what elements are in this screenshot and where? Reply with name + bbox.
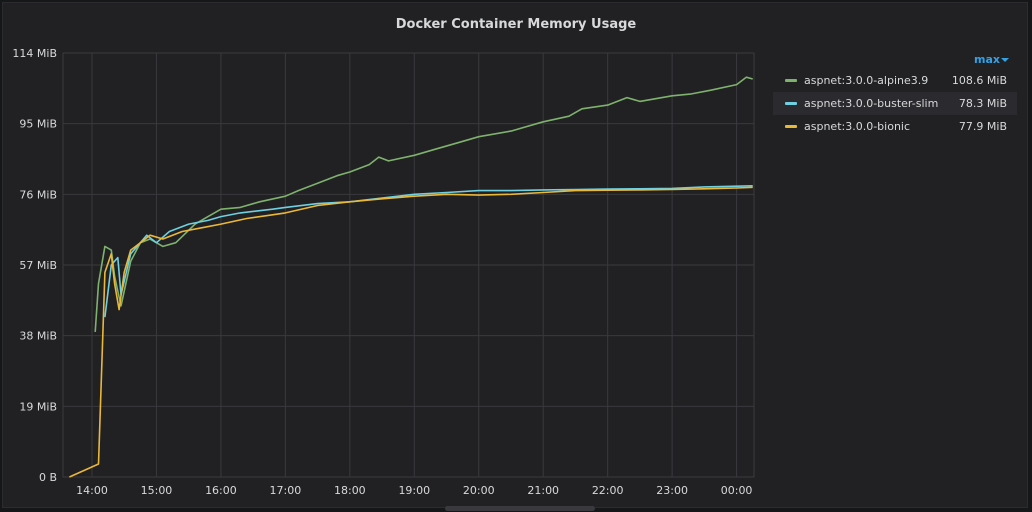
- series-lines: [69, 76, 753, 478]
- series-line-2: [69, 186, 753, 478]
- x-tick-label: 18:00: [334, 484, 366, 497]
- legend-item-buster-slim[interactable]: aspnet:3.0.0-buster-slim 78.3 MiB: [773, 92, 1017, 115]
- y-tick-label: 95 MiB: [19, 118, 57, 131]
- x-tick-label: 16:00: [205, 484, 237, 497]
- legend-swatch[interactable]: [785, 125, 797, 128]
- x-tick-label: 00:00: [721, 484, 753, 497]
- chart-area: 0 B 19 MiB 38 MiB 57 MiB 76 MiB 95 MiB 114 MiB…: [12, 47, 755, 497]
- series-line-1: [104, 185, 753, 318]
- legend-item-value: 108.6 MiB: [951, 74, 1007, 87]
- legend-item-value: 78.3 MiB: [958, 97, 1007, 110]
- y-axis: 0 B 19 MiB 38 MiB 57 MiB 76 MiB 95 MiB 114 MiB: [12, 47, 57, 484]
- legend-item-name[interactable]: aspnet:3.0.0-buster-slim: [804, 97, 939, 110]
- y-tick-label: 57 MiB: [19, 259, 57, 272]
- legend-sort-max[interactable]: max: [773, 53, 1017, 69]
- legend: max aspnet:3.0.0-alpine3.9 108.6 MiB asp…: [773, 53, 1017, 138]
- x-axis: 14:00 15:00 16:00 17:00 18:00 19:00 20:00 21:00…: [76, 484, 752, 497]
- legend-item-alpine[interactable]: aspnet:3.0.0-alpine3.9 108.6 MiB: [773, 69, 1017, 92]
- x-tick-label: 22:00: [592, 484, 624, 497]
- x-tick-label: 14:00: [76, 484, 108, 497]
- x-tick-label: 15:00: [141, 484, 173, 497]
- legend-swatch[interactable]: [785, 79, 797, 82]
- x-tick-label: 17:00: [270, 484, 302, 497]
- y-tick-label: 76 MiB: [19, 188, 57, 201]
- x-tick-label: 20:00: [463, 484, 495, 497]
- legend-header-label[interactable]: max: [974, 53, 1000, 66]
- x-tick-label: 21:00: [527, 484, 559, 497]
- y-tick-label: 38 MiB: [19, 330, 57, 343]
- legend-item-bionic[interactable]: aspnet:3.0.0-bionic 77.9 MiB: [773, 115, 1017, 138]
- legend-item-name[interactable]: aspnet:3.0.0-alpine3.9: [804, 74, 929, 87]
- caret-down-icon[interactable]: [1001, 57, 1009, 63]
- grid: [62, 52, 755, 478]
- x-tick-label: 19:00: [398, 484, 430, 497]
- y-tick-label: 0 B: [39, 471, 57, 484]
- legend-item-value: 77.9 MiB: [958, 120, 1007, 133]
- legend-item-name[interactable]: aspnet:3.0.0-bionic: [804, 120, 911, 133]
- panel-title[interactable]: Docker Container Memory Usage: [395, 17, 637, 32]
- x-tick-label: 23:00: [656, 484, 688, 497]
- y-tick-label: 19 MiB: [19, 400, 57, 413]
- series-line-0: [94, 76, 753, 332]
- legend-swatch[interactable]: [785, 102, 797, 105]
- panel-resize-handle[interactable]: [445, 506, 595, 511]
- y-tick-label: 114 MiB: [12, 47, 57, 60]
